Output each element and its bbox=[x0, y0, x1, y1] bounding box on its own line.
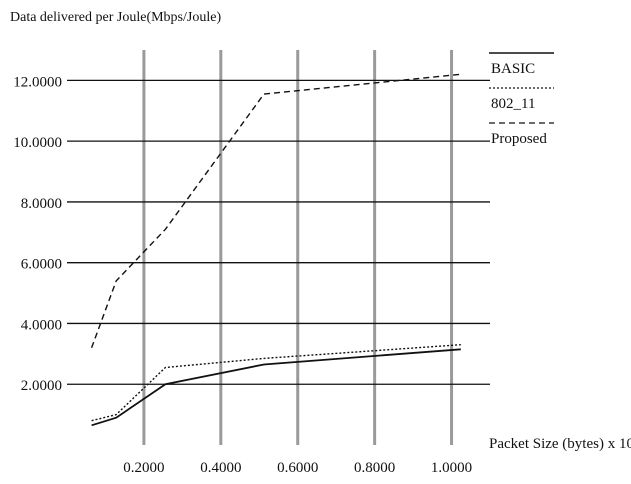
x-tick-label: 0.2000 bbox=[123, 460, 164, 476]
y-tick-label: 10.0000 bbox=[13, 135, 62, 151]
vertical-gridlines bbox=[142, 50, 454, 445]
y-tick-label: 12.0000 bbox=[13, 74, 62, 90]
series-line-802-11 bbox=[91, 344, 461, 422]
x-tick-label: 0.6000 bbox=[277, 460, 318, 476]
x-tick-label: 0.4000 bbox=[200, 460, 241, 476]
y-tick-label: 8.0000 bbox=[21, 196, 62, 212]
y-tick-label: 4.0000 bbox=[21, 317, 62, 333]
series-line-proposed bbox=[90, 73, 461, 349]
x-tick-label: 1.0000 bbox=[431, 460, 472, 476]
legend-label: 802_11 bbox=[491, 96, 535, 112]
legend: BASIC 802_11 Proposed bbox=[489, 52, 554, 147]
series-lines bbox=[90, 73, 461, 427]
y-tick-label: 2.0000 bbox=[21, 378, 62, 394]
x-tick-label: 0.8000 bbox=[354, 460, 395, 476]
horizontal-gridlines bbox=[67, 79, 490, 385]
y-axis-label: Data delivered per Joule(Mbps/Joule) bbox=[10, 10, 221, 25]
legend-label: Proposed bbox=[491, 131, 547, 147]
y-tick-labels: 2.0000 4.0000 6.0000 8.0000 10.0000 12.0000 bbox=[13, 74, 62, 394]
legend-label: BASIC bbox=[491, 61, 535, 77]
x-tick-labels: 0.2000 0.4000 0.6000 0.8000 1.0000 bbox=[123, 460, 472, 476]
x-axis-label-main: Packet Size (bytes) x 10 bbox=[489, 436, 631, 452]
series-line-basic bbox=[91, 348, 461, 427]
x-axis-label: Packet Size (bytes) x 103 bbox=[489, 432, 631, 452]
y-tick-label: 6.0000 bbox=[21, 257, 62, 273]
